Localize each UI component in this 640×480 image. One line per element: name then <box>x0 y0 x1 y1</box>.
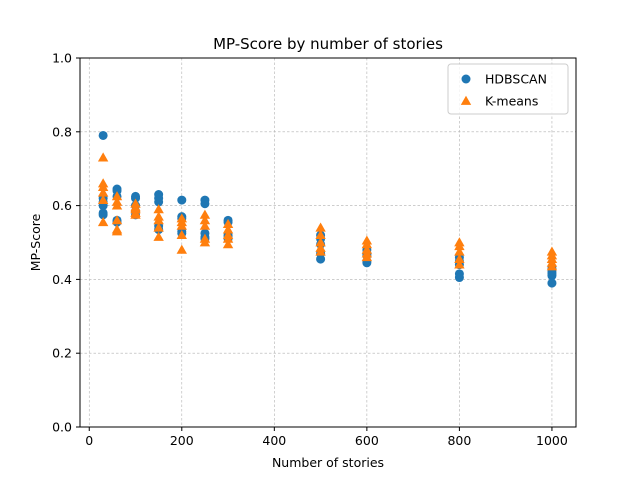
y-tick-label: 0.4 <box>52 272 72 287</box>
data-point-circle <box>316 254 326 264</box>
data-point-triangle <box>176 244 187 254</box>
data-point-triangle <box>130 209 141 219</box>
data-point-circle <box>154 197 164 207</box>
y-tick-label: 0.8 <box>52 124 72 139</box>
data-point-triangle <box>111 226 123 236</box>
data-point-triangle <box>222 218 234 228</box>
data-point-circle <box>454 273 464 283</box>
data-point-triangle <box>454 259 465 269</box>
data-point-circle <box>177 195 187 205</box>
data-point-triangle <box>111 191 123 201</box>
data-point-triangle <box>199 220 211 230</box>
y-tick-label: 1.0 <box>52 51 72 66</box>
data-point-triangle <box>111 215 123 225</box>
data-point-triangle <box>97 194 109 204</box>
data-point-triangle <box>153 231 164 241</box>
x-tick-label: 800 <box>447 433 471 448</box>
chart-title: MP-Score by number of stories <box>213 35 443 53</box>
data-points <box>97 130 558 288</box>
y-tick-label: 0.6 <box>52 198 72 213</box>
data-point-triangle <box>315 229 326 240</box>
data-point-triangle <box>153 222 164 232</box>
data-point-circle <box>547 271 557 281</box>
y-tick-label: 0.0 <box>52 420 72 435</box>
data-point-triangle <box>176 220 187 230</box>
data-point-triangle <box>315 246 326 256</box>
data-point-triangle <box>222 233 234 243</box>
data-point-triangle <box>111 200 123 210</box>
axis-ticks: 0 200 400 600 800 1000 0.0 0.2 0.4 0.6 0.8 1.0 <box>52 51 568 449</box>
legend-label: HDBSCAN <box>485 72 547 87</box>
data-point-triangle <box>97 217 109 227</box>
data-point-triangle <box>176 229 187 240</box>
legend-marker-k-means <box>460 95 472 105</box>
x-tick-label: 400 <box>262 433 286 448</box>
data-point-triangle <box>454 246 465 256</box>
legend-box <box>447 63 569 115</box>
series-k-means <box>97 152 558 271</box>
x-tick-label: 0 <box>85 433 93 448</box>
data-point-triangle <box>199 237 211 247</box>
data-point-triangle <box>361 239 373 249</box>
data-point-triangle <box>97 152 109 162</box>
y-tick-label: 0.2 <box>52 346 72 361</box>
data-point-triangle <box>199 215 211 225</box>
x-axis-label: Number of stories <box>272 455 384 470</box>
data-point-circle <box>547 278 557 288</box>
data-point-triangle <box>153 215 164 225</box>
x-tick-label: 600 <box>355 433 379 448</box>
x-tick-label: 1000 <box>536 433 568 448</box>
plot-frame <box>79 57 577 428</box>
data-point-circle <box>98 130 108 140</box>
data-point-triangle <box>315 237 326 247</box>
data-point-triangle <box>546 261 558 271</box>
data-point-triangle <box>222 224 234 234</box>
data-point-triangle <box>454 253 465 264</box>
data-point-triangle <box>97 187 109 197</box>
data-point-circle <box>200 199 210 209</box>
data-point-triangle <box>97 181 109 192</box>
x-tick-label: 200 <box>170 433 194 448</box>
data-point-triangle <box>361 252 373 262</box>
legend-label: K-means <box>485 94 538 109</box>
legend: HDBSCAN K-means <box>447 63 569 115</box>
data-point-triangle <box>199 209 211 219</box>
data-point-triangle <box>315 222 326 232</box>
data-point-circle <box>98 210 108 220</box>
data-point-triangle <box>153 204 164 214</box>
y-axis-label: MP-Score <box>28 213 43 271</box>
data-point-triangle <box>454 240 465 251</box>
legend-marker-hdbscan <box>461 74 471 84</box>
data-point-triangle <box>222 239 234 249</box>
data-point-circle <box>131 193 141 203</box>
